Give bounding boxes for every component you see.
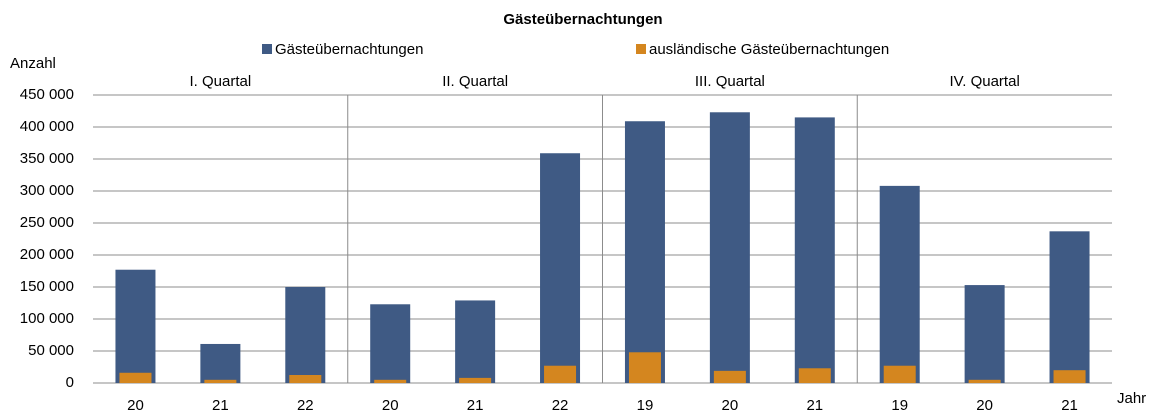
y-tick-label: 400 000 [20,118,74,135]
x-tick-label: 21 [1061,397,1078,412]
bar [374,379,407,383]
y-tick-label: 300 000 [20,182,74,199]
bar [879,185,920,383]
bar [200,343,241,383]
y-tick-label: 50 000 [28,342,74,359]
x-tick-label: 21 [806,397,823,412]
x-axis-label: Jahr [1117,390,1146,407]
x-tick-label: 22 [297,397,314,412]
y-tick-label: 0 [66,374,74,391]
legend-label: Gästeübernachtungen [275,41,423,58]
x-tick-label: 19 [891,397,908,412]
chart-title: Gästeübernachtungen [503,11,662,28]
bar [713,370,746,383]
group-label: IV. Quartal [949,73,1019,90]
bar [628,352,661,383]
bar [115,269,156,383]
bar [544,365,577,383]
bar [204,379,237,383]
y-axis-label: Anzahl [10,55,56,72]
bar [964,285,1005,383]
x-tick-label: 22 [552,397,569,412]
y-tick-label: 450 000 [20,86,74,103]
x-tick-label: 20 [976,397,993,412]
bar [1053,370,1086,383]
group-label: III. Quartal [695,73,765,90]
group-label: I. Quartal [190,73,252,90]
bar [798,368,831,383]
bar [370,304,411,383]
x-tick-label: 19 [637,397,654,412]
y-tick-label: 350 000 [20,150,74,167]
y-tick-label: 100 000 [20,310,74,327]
x-tick-label: 21 [467,397,484,412]
bar [624,121,665,384]
y-tick-label: 200 000 [20,246,74,263]
x-tick-label: 21 [212,397,229,412]
bar [289,375,322,383]
bar [540,153,581,383]
bar [794,117,835,384]
bar [119,372,152,383]
x-tick-label: 20 [382,397,399,412]
bar [968,379,1001,383]
bar [459,377,492,383]
bar [883,365,916,383]
legend-label: ausländische Gästeübernachtungen [649,41,889,58]
legend-swatch [262,44,272,54]
x-tick-label: 20 [127,397,144,412]
bar [455,300,496,383]
bar [709,112,750,383]
y-tick-label: 250 000 [20,214,74,231]
y-tick-label: 150 000 [20,278,74,295]
bar [285,287,326,383]
legend-swatch [636,44,646,54]
group-label: II. Quartal [442,73,508,90]
x-tick-label: 20 [722,397,739,412]
bar [1049,231,1090,383]
